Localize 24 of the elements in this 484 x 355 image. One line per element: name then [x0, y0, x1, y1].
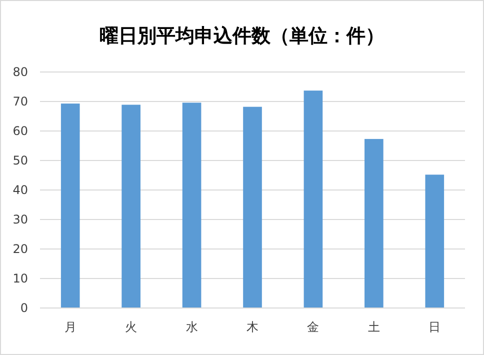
y-tick-label: 60 [12, 124, 28, 138]
y-tick-label: 80 [12, 65, 28, 80]
y-tick-label: 50 [12, 154, 28, 168]
x-tick-label: 金 [307, 320, 320, 334]
bar [60, 104, 80, 308]
y-tick-label: 0 [20, 301, 28, 316]
y-tick-label: 20 [12, 242, 28, 256]
bar [364, 138, 384, 308]
x-tick-label: 日 [428, 320, 441, 334]
bar [425, 174, 444, 308]
bar [182, 102, 202, 308]
y-tick-label: 30 [12, 212, 28, 227]
x-tick-label: 水 [186, 320, 198, 334]
bar [122, 104, 140, 308]
chart-title: 曜日別平均申込件数（単位：件） [100, 25, 384, 47]
y-tick-label: 40 [12, 183, 28, 198]
x-tick-label: 土 [368, 320, 380, 334]
bar [304, 90, 323, 308]
x-tick-label: 木 [246, 320, 258, 334]
x-tick-label: 月 [64, 320, 76, 334]
y-tick-label: 10 [12, 272, 28, 286]
x-tick-label: 火 [125, 320, 138, 334]
bar [243, 106, 262, 308]
y-tick-label: 70 [12, 94, 28, 109]
